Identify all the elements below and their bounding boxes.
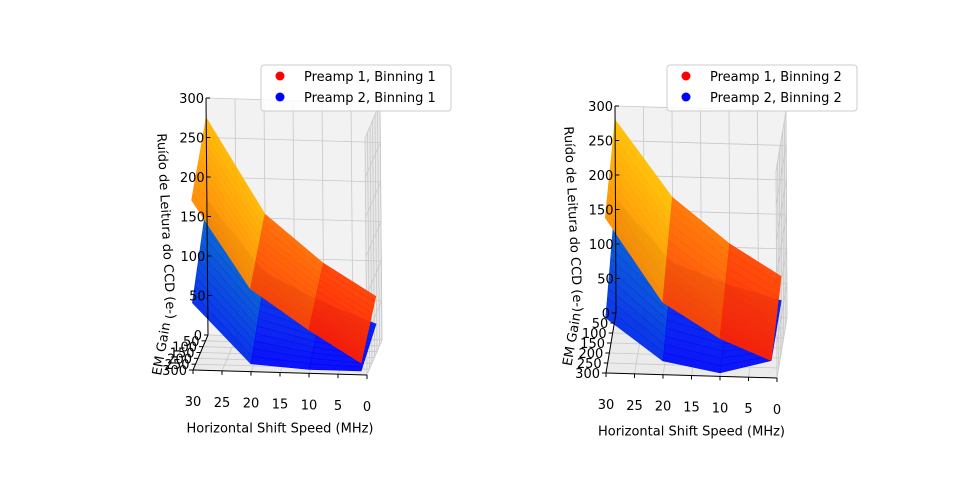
legend-box	[260, 64, 452, 112]
x-tick-label: 30	[185, 395, 202, 410]
grid-line	[782, 130, 785, 339]
z-tick-label: 150	[589, 204, 614, 219]
surface-patch	[308, 363, 363, 372]
z-axis-label: Ruído de Leitura do CCD (e-)	[560, 126, 585, 312]
z-tick-label: 250	[588, 135, 613, 150]
surface-1	[191, 116, 377, 364]
grid-line	[778, 150, 781, 359]
chart-panel-1: 30 25 20 15 10 5 00501001502002503005010015020…	[150, 64, 452, 437]
x-tick-label: 5	[744, 402, 752, 417]
z-tick-label: 250	[180, 132, 205, 147]
legend-marker	[275, 71, 285, 81]
legend-box	[666, 64, 858, 112]
surface-patch	[719, 330, 773, 362]
x-axis-label: Horizontal Shift Speed (MHz)	[598, 425, 785, 440]
z-tick-label: 300	[588, 100, 613, 115]
grid-line	[780, 140, 783, 349]
x-tick-label: 0	[773, 403, 781, 418]
grid-line	[785, 110, 788, 319]
legend: Preamp 1, Binning 2 Preamp 2, Binning 2	[666, 64, 858, 112]
z-tick-label: 100	[589, 238, 614, 253]
y-tick-label: 0	[602, 307, 610, 322]
z-tick-label: 50	[189, 290, 206, 305]
legend-label: Preamp 1, Binning 2	[710, 70, 842, 85]
y-tick-label: 150	[580, 337, 605, 352]
legend-label: Preamp 2, Binning 1	[304, 91, 436, 106]
x-tick-label: 20	[243, 397, 260, 412]
y-tick-label: 300	[162, 364, 187, 379]
grid-line	[615, 140, 787, 146]
surface-1	[604, 119, 782, 362]
legend-label: Preamp 2, Binning 2	[710, 91, 842, 106]
y-tick-label: 100	[582, 327, 607, 342]
grid-line	[783, 120, 786, 329]
z-axis-label: Ruído de Leitura do CCD (e-)	[153, 133, 178, 319]
z-tick-label: 300	[179, 92, 204, 107]
z-tick-label: 100	[181, 250, 206, 265]
y-tick-label: 250	[577, 357, 602, 372]
z-tick-label: 150	[180, 211, 205, 226]
x-tick-label: 10	[712, 401, 729, 416]
grid-line	[377, 108, 380, 346]
y-tick-label: 50	[183, 335, 200, 350]
x-tick-label: 25	[214, 396, 231, 411]
y-tick-label: 100	[172, 341, 197, 356]
grid-line	[379, 102, 383, 341]
x-tick-label: 15	[683, 401, 700, 416]
legend: Preamp 1, Binning 1 Preamp 2, Binning 1	[260, 64, 452, 112]
x-tick-label: 10	[301, 398, 318, 413]
y-tick-label: 200	[167, 352, 192, 367]
x-tick-label: 5	[334, 399, 342, 414]
legend-marker	[275, 92, 285, 102]
z-tick-label: 50	[597, 273, 614, 288]
chart-panel-2: 30 25 20 15 10 5 00501001502002503005010015020…	[560, 64, 858, 440]
x-axis-label: Horizontal Shift Speed (MHz)	[186, 422, 373, 437]
z-tick-label: 200	[180, 171, 205, 186]
x-tick-label: 0	[363, 400, 371, 415]
legend-marker	[681, 92, 691, 102]
z-tick-label: 200	[589, 169, 614, 184]
grid-line	[374, 114, 378, 352]
grid-line	[372, 120, 375, 358]
legend-label: Preamp 1, Binning 1	[304, 70, 436, 85]
grid-line	[777, 160, 780, 369]
y-tick-label: 0	[194, 329, 202, 344]
x-tick-label: 15	[272, 398, 289, 413]
grid-line	[206, 137, 381, 143]
x-tick-label: 30	[598, 398, 615, 413]
legend-marker	[681, 71, 691, 81]
y-tick-label: 200	[579, 347, 604, 362]
y-tick-label: 250	[165, 358, 190, 373]
x-tick-label: 20	[655, 400, 672, 415]
x-tick-label: 25	[626, 399, 643, 414]
y-tick-label: 300	[575, 367, 600, 382]
y-tick-label: 50	[592, 317, 609, 332]
y-tick-label: 150	[170, 347, 195, 362]
surface-patch	[308, 323, 363, 364]
